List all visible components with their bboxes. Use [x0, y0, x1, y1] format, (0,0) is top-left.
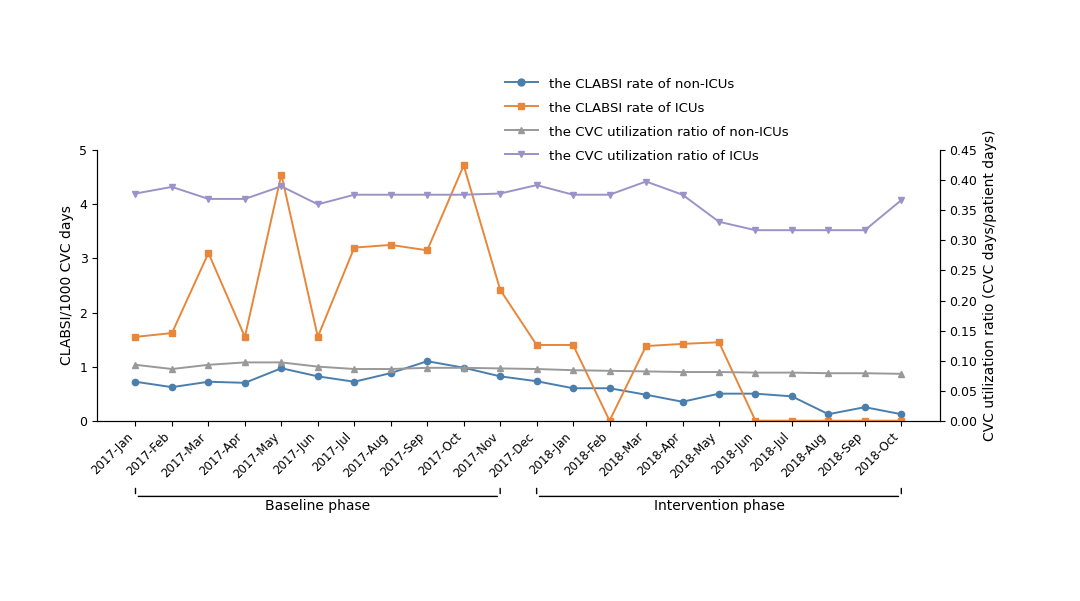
Text: Intervention phase: Intervention phase — [653, 499, 784, 513]
Y-axis label: CLABSI/1000 CVC days: CLABSI/1000 CVC days — [59, 206, 73, 365]
Y-axis label: CVC utilization ratio (CVC days/patient days): CVC utilization ratio (CVC days/patient … — [983, 130, 997, 441]
Legend: the CLABSI rate of non-ICUs, the CLABSI rate of ICUs, the CVC utilization ratio : the CLABSI rate of non-ICUs, the CLABSI … — [500, 70, 794, 169]
Text: Baseline phase: Baseline phase — [266, 499, 370, 513]
